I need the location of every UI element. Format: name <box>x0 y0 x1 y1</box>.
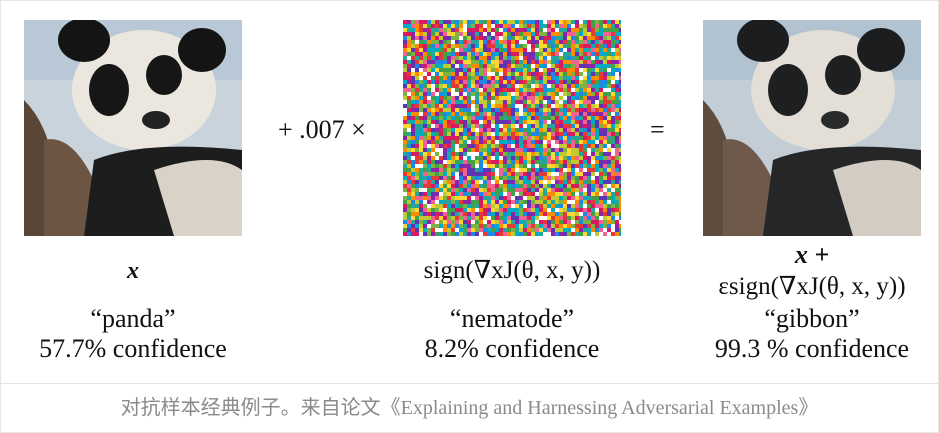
caption-divider <box>0 383 939 384</box>
adversarial-formula-line1: x + <box>794 240 830 269</box>
adversarial-panda-image <box>703 20 921 236</box>
right-confidence: 99.3 % confidence <box>714 334 910 363</box>
right-class-label: “gibbon” <box>764 304 860 333</box>
left-confidence: 57.7% confidence <box>39 334 227 363</box>
perturbation-noise-image <box>403 20 621 236</box>
middle-class-label: “nematode” <box>449 304 575 333</box>
gradient-sign-formula: sign(∇xJ(θ, x, y)) <box>423 257 601 284</box>
panda-image <box>24 20 242 236</box>
equals-operator: = <box>650 115 665 144</box>
input-symbol-x: x <box>24 258 242 285</box>
middle-confidence: 8.2% confidence <box>424 334 600 363</box>
plus-times-operator: + .007 × <box>278 115 366 144</box>
left-class-label: “panda” <box>90 304 176 333</box>
adversarial-formula-line2: εsign(∇xJ(θ, x, y)) <box>718 273 906 300</box>
x-symbol: x <box>127 258 139 284</box>
figure-caption: 对抗样本经典例子。来自论文《Explaining and Harnessing … <box>120 397 819 419</box>
